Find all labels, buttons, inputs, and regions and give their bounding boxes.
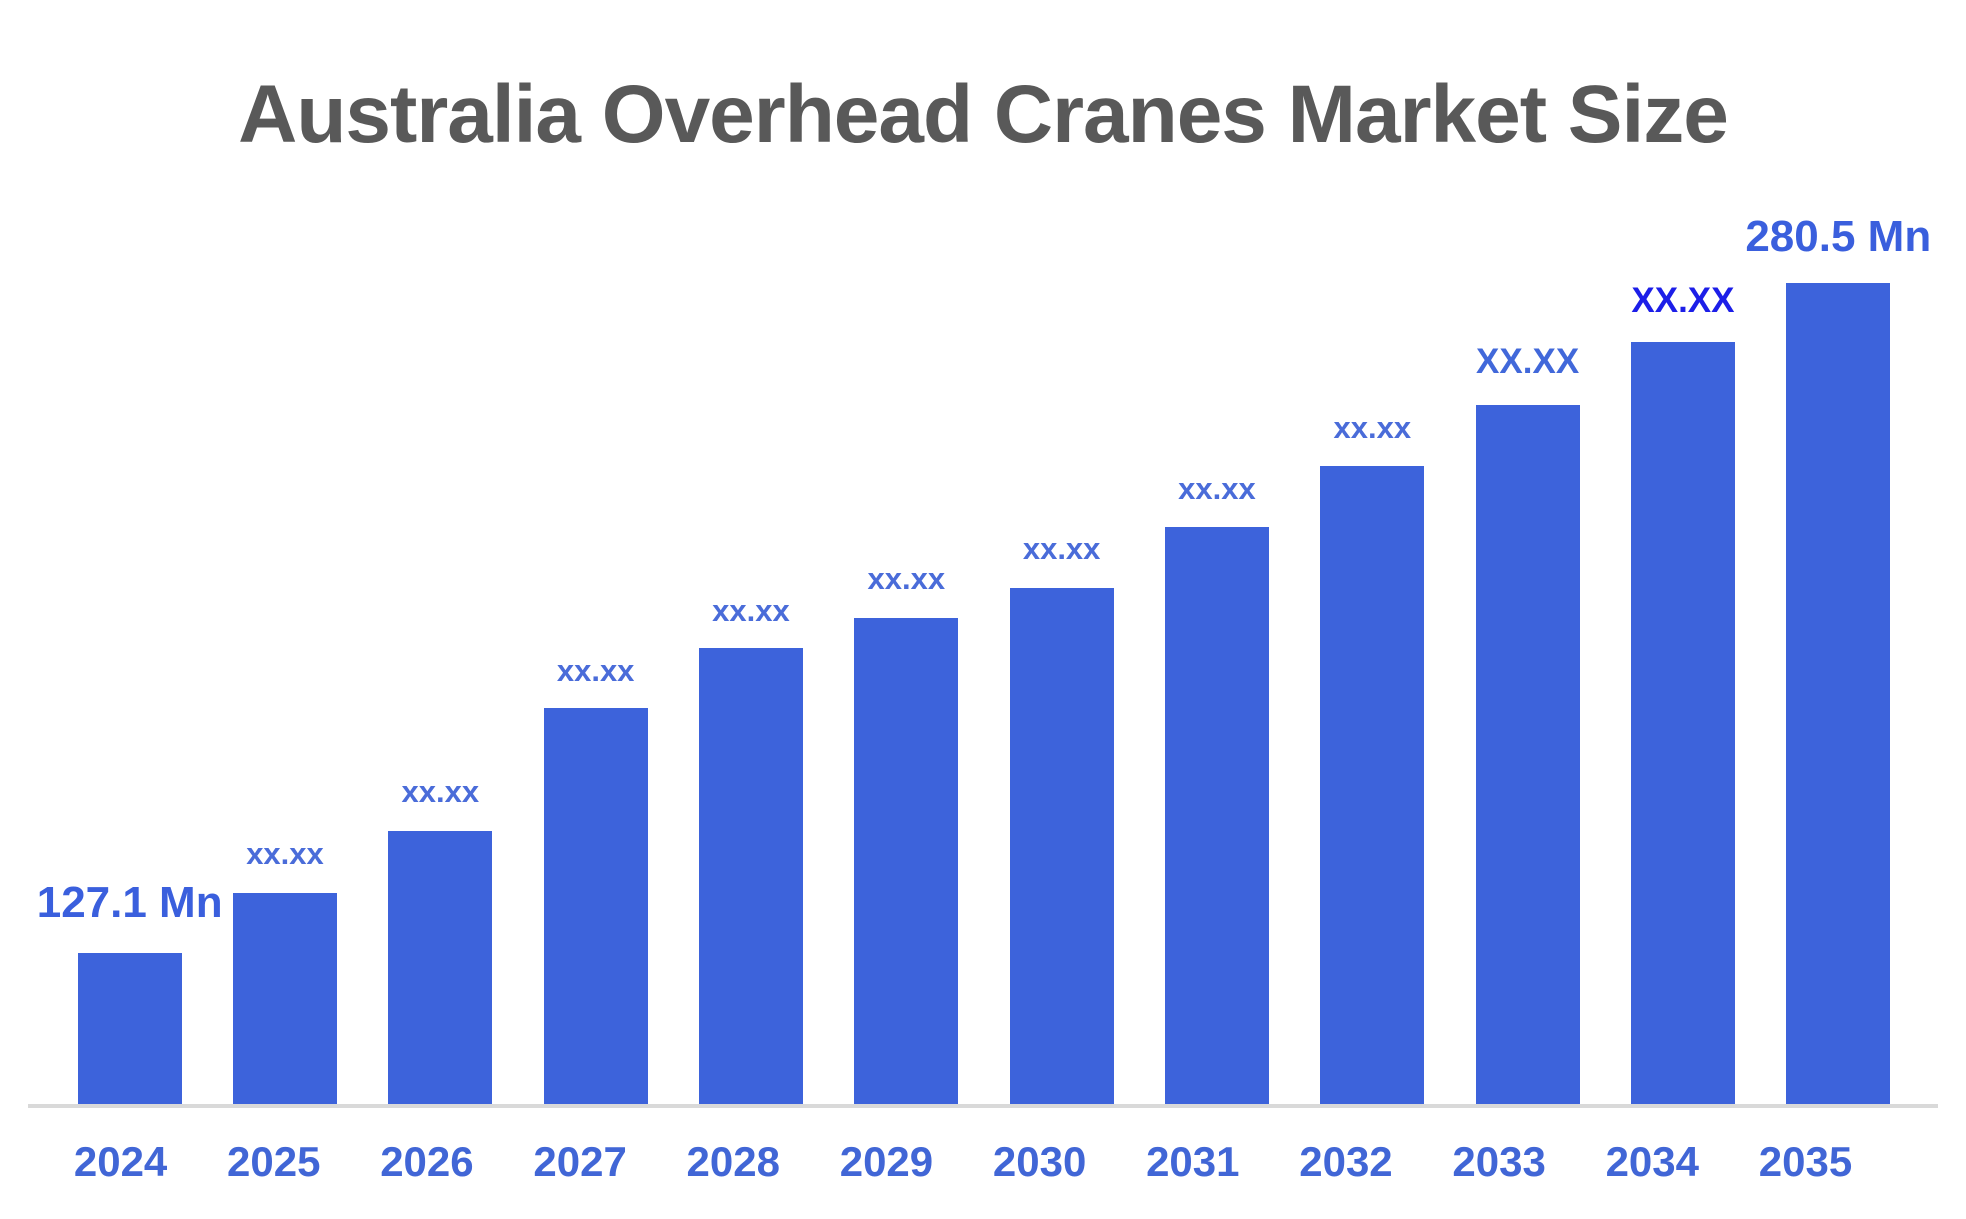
bar-group-2026: xx.xx (363, 0, 518, 1104)
bar-group-2025: xx.xx (207, 0, 362, 1104)
x-tick-2031: 2031 (1146, 1138, 1240, 1185)
bar-group-2027: xx.xx (518, 0, 673, 1104)
bar-value-label-2034: XX.XX (1631, 280, 1735, 320)
bar-2031 (1164, 527, 1269, 1104)
x-axis-tick-labels: 2024 2025 2026 2027 2028 2029 2030 2031 … (44, 1138, 1882, 1186)
bar-2025 (232, 893, 337, 1104)
bar-2035 (1786, 283, 1891, 1104)
x-tick-2035: 2035 (1758, 1138, 1853, 1185)
x-tick-2034: 2034 (1605, 1138, 1700, 1185)
bar-2026 (388, 831, 493, 1104)
bar-value-label-2026: xx.xx (401, 773, 480, 809)
bar-2033 (1475, 405, 1580, 1104)
bar-series: 127.1 Mn xx.xx xx.xx xx.xx xx.xx xx.xx (37, 0, 1931, 1104)
bar-2034 (1630, 342, 1735, 1104)
bar-value-label-2025: xx.xx (246, 835, 324, 871)
x-tick-2028: 2028 (686, 1138, 780, 1185)
bar-value-label-2027: xx.xx (556, 652, 635, 688)
bar-2029 (854, 618, 959, 1104)
bar-2032 (1320, 466, 1425, 1104)
bar-value-label-2031: xx.xx (1178, 470, 1256, 506)
bar-value-label-2028: xx.xx (712, 592, 790, 628)
x-tick-2030: 2030 (992, 1138, 1087, 1185)
bar-group-2032: xx.xx (1295, 0, 1450, 1104)
x-tick-2027: 2027 (533, 1138, 627, 1185)
x-tick-2029: 2029 (839, 1138, 934, 1185)
bar-value-label-2029: xx.xx (867, 560, 946, 596)
x-tick-2032: 2032 (1299, 1138, 1393, 1185)
x-axis-line (28, 1104, 1938, 1108)
bar-value-label-2033: XX.XX (1476, 341, 1580, 381)
bar-2028 (698, 648, 803, 1104)
bar-value-label-2035: 280.5 Mn (1745, 211, 1932, 261)
bar-2027 (543, 708, 648, 1104)
bar-group-2024: 127.1 Mn (37, 0, 223, 1104)
bar-2030 (1009, 588, 1114, 1104)
bar-group-2028: xx.xx (673, 0, 828, 1104)
bar-2024 (77, 953, 182, 1104)
bar-group-2031: xx.xx (1139, 0, 1294, 1104)
plot-area: 127.1 Mn xx.xx xx.xx xx.xx xx.xx xx.xx (28, 0, 1938, 1108)
bar-group-2030: xx.xx (984, 0, 1139, 1104)
x-tick-2026: 2026 (380, 1138, 474, 1185)
x-tick-2033: 2033 (1452, 1138, 1546, 1185)
x-tick-2024: 2024 (73, 1138, 168, 1185)
bar-group-2029: xx.xx (829, 0, 984, 1104)
bar-value-label-2030: xx.xx (1022, 530, 1101, 566)
bar-group-2034: XX.XX (1605, 0, 1760, 1104)
bar-value-label-2024: 127.1 Mn (36, 877, 223, 927)
chart-title: Australia Overhead Cranes Market Size (238, 69, 1729, 160)
x-tick-2025: 2025 (227, 1138, 321, 1185)
bar-group-2035: 280.5 Mn (1745, 0, 1931, 1104)
bar-value-label-2032: xx.xx (1333, 409, 1412, 445)
bar-group-2033: XX.XX (1450, 0, 1605, 1104)
